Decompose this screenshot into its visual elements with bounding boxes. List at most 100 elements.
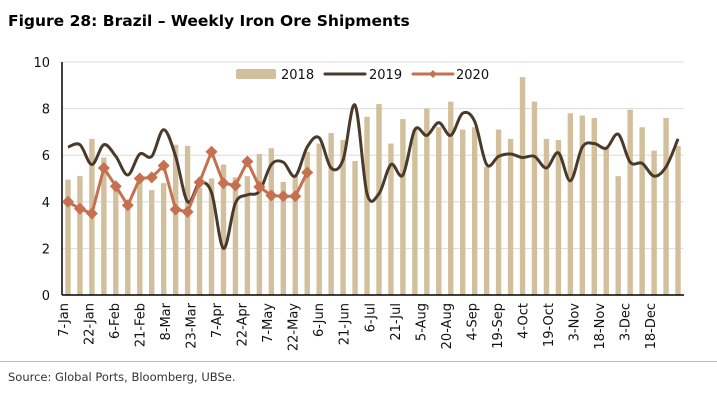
x-tick-label: 19-Oct [542, 303, 557, 347]
x-tick-label: 8-Mar [159, 302, 174, 340]
marker-2020 [289, 190, 302, 203]
bar-2018 [268, 148, 275, 295]
legend-label-2019: 2019 [369, 68, 402, 83]
bar-2018 [424, 108, 430, 295]
bar-2018 [208, 178, 215, 295]
bar-2018 [101, 157, 107, 295]
marker-2020 [217, 177, 230, 190]
bar-2018 [65, 179, 71, 295]
legend-swatch-2018 [236, 69, 276, 79]
bar-2018 [280, 181, 286, 295]
bar-2018 [149, 190, 155, 295]
bar-2018 [603, 148, 609, 295]
legend-marker-2020 [429, 70, 437, 78]
bar-2018 [412, 129, 418, 295]
marker-2020 [73, 202, 86, 215]
legend-label-2018: 2018 [281, 68, 314, 83]
marker-2020 [61, 195, 74, 208]
bar-2018 [220, 164, 227, 295]
bar-2018 [400, 119, 406, 296]
legend-label-2020: 2020 [456, 68, 489, 83]
marker-2020 [265, 189, 278, 202]
marker-2020 [229, 179, 242, 192]
x-tick-label: 19-Sep [491, 303, 506, 349]
x-tick-label: 6-Jun [312, 303, 327, 337]
bar-2018 [663, 117, 669, 295]
bar-2018 [316, 143, 322, 295]
marker-2020 [301, 166, 314, 179]
bar-2018 [436, 127, 442, 296]
x-tick-label: 7-May [261, 303, 276, 343]
bar-2018 [304, 151, 310, 295]
y-tick-label: 8 [42, 103, 50, 118]
x-tick-label: 18-Nov [593, 303, 608, 350]
x-tick-label: 3-Nov [567, 303, 582, 342]
x-tick-label: 21-Feb [134, 303, 149, 347]
bar-2018 [160, 183, 167, 295]
x-tick-label: 21-Jun [338, 303, 353, 345]
bar-2018 [232, 177, 239, 295]
bar-2018 [125, 201, 131, 295]
bar-2018 [471, 127, 478, 296]
x-tick-label: 23-Mar [185, 302, 200, 348]
x-tick-label: 6-Jul [363, 303, 378, 332]
bar-2018 [196, 187, 203, 295]
bar-2018 [448, 101, 454, 295]
line-2019 [67, 103, 680, 250]
bar-2018 [137, 180, 143, 295]
marker-2020 [277, 190, 290, 203]
x-tick-label: 6-Feb [108, 303, 123, 339]
x-tick-label: 21-Jul [389, 303, 404, 341]
y-tick-label: 2 [42, 242, 50, 257]
bar-2018 [579, 115, 586, 295]
bar-2018 [77, 176, 83, 295]
marker-2020 [169, 203, 182, 216]
bar-2018 [244, 176, 251, 295]
bar-2018 [615, 176, 621, 295]
y-tick-label: 10 [33, 56, 50, 71]
bar-2018 [172, 144, 179, 295]
x-tick-label: 20-Aug [440, 303, 455, 349]
x-tick-label: 5-Aug [414, 303, 429, 341]
bar-2018 [543, 138, 550, 295]
bar-2018 [627, 109, 633, 295]
bar-2018 [555, 140, 562, 295]
marker-2020 [205, 145, 218, 158]
x-tick-label: 4-Sep [465, 303, 480, 340]
bar-2018 [388, 143, 394, 295]
bar-2018 [507, 138, 514, 295]
x-tick-label: 18-Dec [644, 303, 659, 349]
x-tick-label: 22-Jan [83, 303, 98, 345]
bar-2018 [364, 116, 370, 295]
marker-2020 [145, 171, 158, 184]
y-tick-label: 4 [42, 196, 50, 211]
source-note: Source: Global Ports, Bloomberg, UBSe. [8, 370, 236, 384]
bar-2018 [292, 176, 298, 295]
marker-2020 [97, 162, 110, 175]
x-tick-label: 7-Apr [210, 302, 225, 338]
bar-2018 [113, 187, 119, 295]
chart-title: Figure 28: Brazil – Weekly Iron Ore Ship… [8, 12, 410, 30]
bar-2018 [567, 113, 574, 295]
bar-2018 [352, 161, 358, 295]
x-tick-label: 7-Jan [57, 303, 72, 337]
marker-2020 [157, 159, 170, 172]
bar-2018 [184, 145, 191, 295]
x-tick-label: 4-Oct [516, 303, 531, 339]
bar-2018 [651, 150, 657, 295]
bar-2018 [639, 127, 645, 296]
marker-2020 [253, 180, 266, 193]
bar-2018 [340, 140, 346, 295]
x-tick-label: 22-May [287, 303, 302, 351]
bar-2018 [328, 133, 334, 295]
bar-2018 [591, 117, 597, 295]
divider [0, 361, 717, 362]
marker-2020 [181, 205, 194, 218]
y-tick-label: 0 [42, 289, 50, 304]
bar-2018 [376, 103, 382, 295]
marker-2020 [85, 207, 98, 220]
marker-2020 [121, 199, 134, 212]
x-tick-label: 3-Dec [618, 303, 633, 341]
bar-2018 [531, 101, 538, 295]
